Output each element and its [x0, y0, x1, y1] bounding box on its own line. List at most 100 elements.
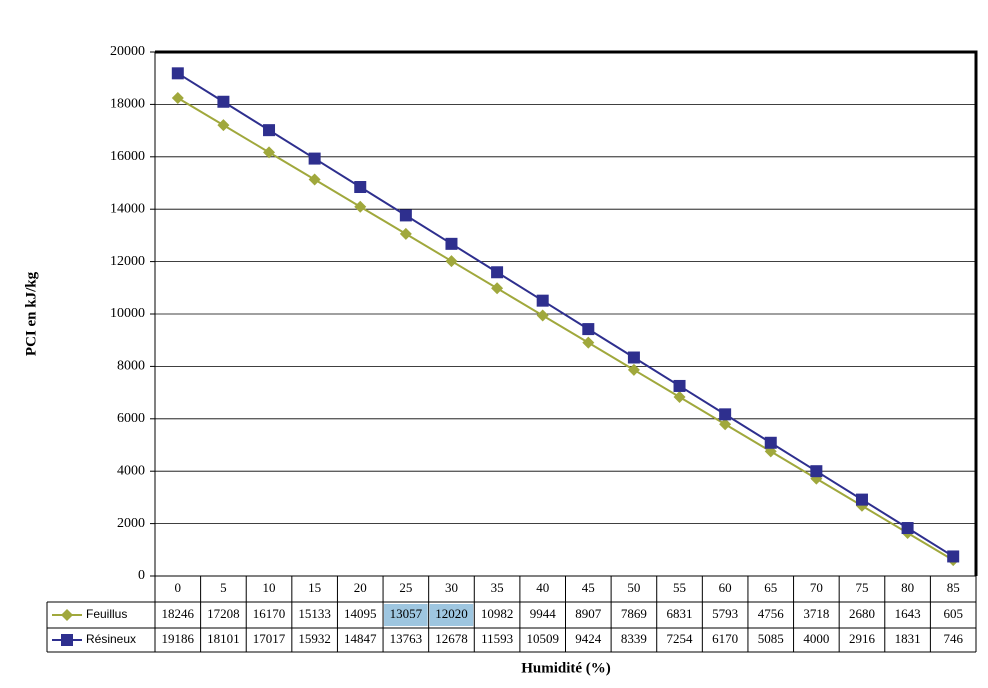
y-tick-label: 18000: [110, 97, 145, 112]
point: [491, 282, 504, 295]
x-tick-label: 45: [582, 580, 595, 595]
x-tick-label: 50: [627, 580, 640, 595]
table-cell: 13763: [390, 631, 423, 646]
table-cell: 605: [943, 606, 963, 621]
point: [399, 209, 412, 222]
x-tick-label: 60: [719, 580, 732, 595]
table-cell: 6170: [712, 631, 738, 646]
table-cell: 5793: [712, 606, 738, 621]
cell-highlight: [384, 604, 428, 626]
point: [445, 237, 458, 250]
point: [536, 294, 549, 307]
point: [673, 379, 686, 392]
point: [901, 522, 914, 535]
table-cell: 4000: [803, 631, 829, 646]
point: [673, 391, 686, 404]
table-cell: 9944: [530, 606, 557, 621]
x-tick-label: 75: [855, 580, 868, 595]
table-cell: 15133: [298, 606, 331, 621]
legend-marker: [61, 609, 73, 621]
point: [354, 200, 367, 213]
table-cell: 8907: [575, 606, 602, 621]
x-tick-label: 80: [901, 580, 914, 595]
point: [217, 95, 230, 108]
table-cell: 746: [943, 631, 963, 646]
table-cell: 10509: [526, 631, 559, 646]
y-tick-label: 10000: [110, 306, 145, 321]
point: [354, 181, 367, 194]
point: [627, 363, 640, 376]
point: [263, 124, 276, 137]
point: [445, 255, 458, 268]
table-cell: 2680: [849, 606, 875, 621]
table-cell: 1831: [895, 631, 921, 646]
point: [764, 436, 777, 449]
series-line: [177, 72, 954, 558]
y-tick-label: 8000: [117, 359, 145, 374]
x-tick-label: 25: [399, 580, 412, 595]
table-cell: 6831: [667, 606, 693, 621]
table-cell: 13057: [390, 606, 423, 621]
x-tick-label: 70: [810, 580, 823, 595]
table-cell: 14847: [344, 631, 377, 646]
cell-highlight: [429, 604, 474, 626]
table-cell: 7869: [621, 606, 647, 621]
series-line: [177, 97, 954, 562]
point: [171, 67, 184, 80]
table-cell: 3718: [803, 606, 829, 621]
point: [217, 119, 230, 132]
table-cell: 18101: [207, 631, 240, 646]
y-tick-label: 0: [138, 568, 145, 583]
point: [263, 146, 276, 159]
point: [582, 336, 595, 349]
point: [627, 351, 640, 364]
table-cell: 16170: [253, 606, 286, 621]
x-tick-label: 55: [673, 580, 686, 595]
point: [171, 91, 184, 104]
y-tick-label: 6000: [117, 411, 145, 426]
x-tick-label: 35: [491, 580, 504, 595]
legend-marker: [61, 634, 73, 646]
x-tick-label: 10: [263, 580, 276, 595]
x-tick-label: 30: [445, 580, 458, 595]
point: [810, 465, 823, 478]
table-cell: 12020: [435, 606, 468, 621]
y-tick-label: 16000: [110, 149, 145, 164]
y-tick-label: 14000: [110, 201, 145, 216]
y-tick-label: 4000: [117, 463, 145, 478]
table-cell: 10982: [481, 606, 514, 621]
x-tick-label: 20: [354, 580, 367, 595]
table-cell: 8339: [621, 631, 647, 646]
x-tick-label: 40: [536, 580, 549, 595]
table-cell: 11593: [481, 631, 513, 646]
table-cell: 2916: [849, 631, 876, 646]
table-cell: 9424: [575, 631, 602, 646]
x-tick-label: 65: [764, 580, 777, 595]
point: [719, 408, 732, 421]
x-axis-label: Humidité (%): [521, 660, 611, 676]
y-tick-label: 12000: [110, 254, 145, 269]
table-cell: 19186: [162, 631, 195, 646]
plot-border: [155, 50, 978, 576]
point: [947, 550, 960, 563]
table-cell: 17017: [253, 631, 286, 646]
table-cell: 14095: [344, 606, 377, 621]
table-cell: 5085: [758, 631, 784, 646]
table-cell: 1643: [895, 606, 921, 621]
x-tick-label: 5: [220, 580, 227, 595]
legend-label: Feuillus: [86, 607, 127, 621]
point: [308, 152, 321, 165]
table-cell: 4756: [758, 606, 785, 621]
point: [491, 266, 504, 279]
x-tick-label: 85: [947, 580, 960, 595]
point: [399, 227, 412, 240]
x-tick-label: 0: [175, 580, 182, 595]
x-tick-label: 15: [308, 580, 321, 595]
point: [536, 309, 549, 322]
point: [308, 173, 321, 186]
point: [582, 323, 595, 336]
legend-label: Résineux: [86, 632, 136, 646]
table-cell: 18246: [162, 606, 195, 621]
y-tick-label: 2000: [117, 516, 145, 531]
